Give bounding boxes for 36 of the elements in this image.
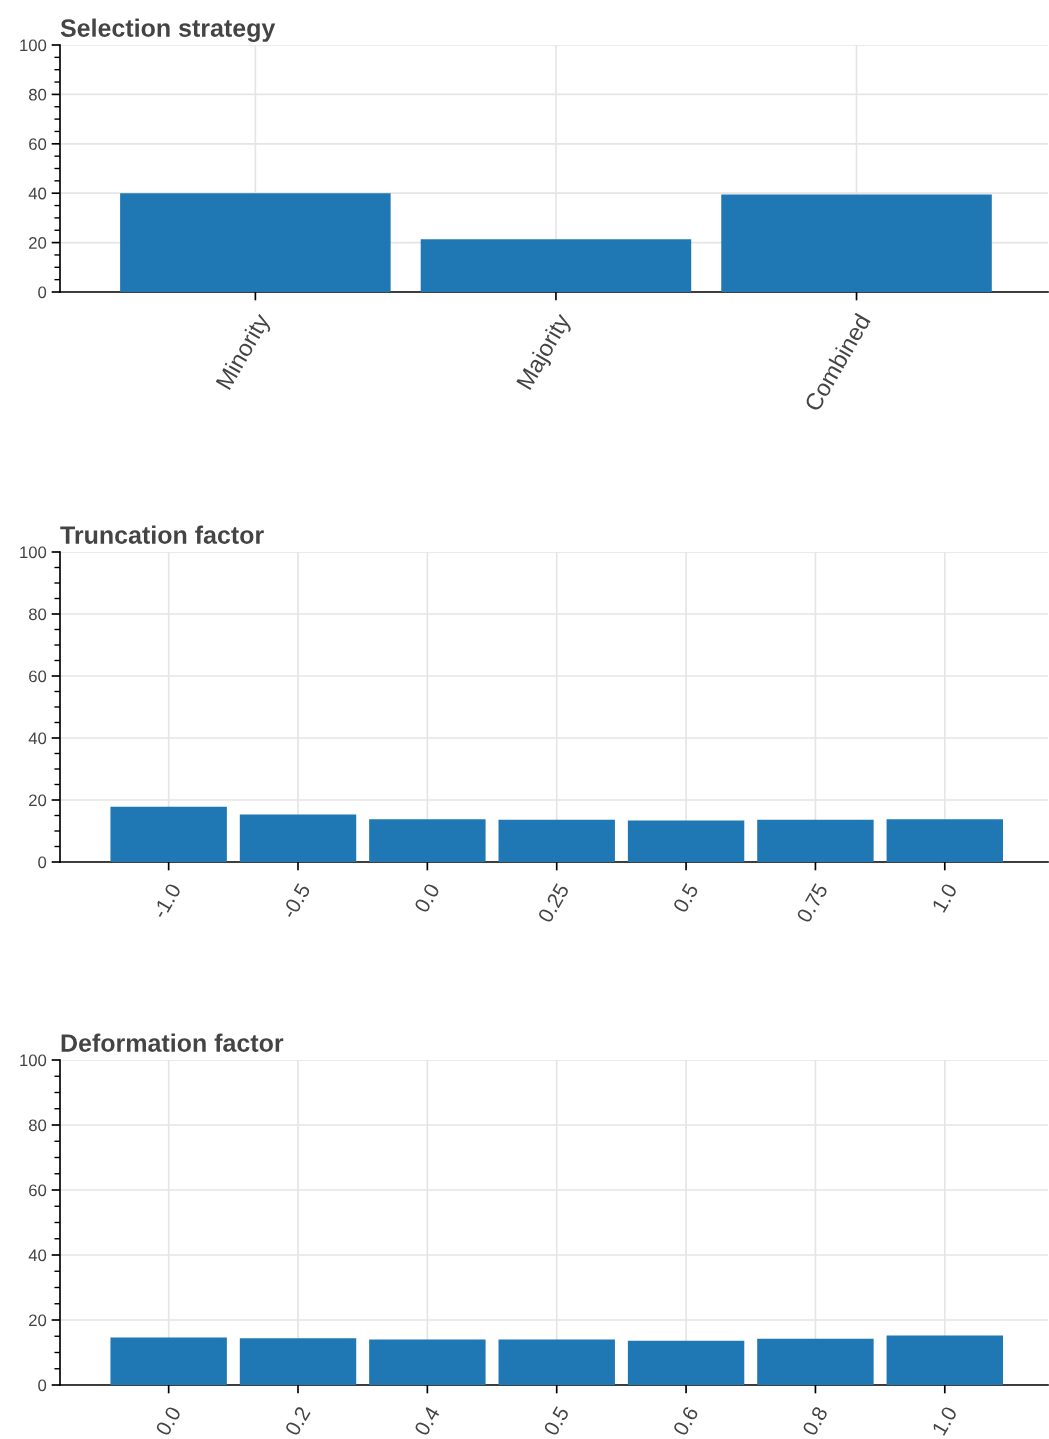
y-tick-label: 40	[28, 187, 47, 200]
x-tick-label: -0.5	[281, 882, 311, 920]
y-tick-label: 100	[20, 546, 47, 559]
y-tick-label: 0	[38, 856, 47, 869]
y-tick-label: 0	[38, 286, 47, 299]
bar	[721, 194, 992, 292]
y-tick-label: 20	[29, 237, 47, 249]
y-tick-label: 60	[29, 138, 47, 150]
bar	[420, 239, 692, 292]
x-tick-label: 1.0	[931, 1405, 958, 1436]
x-tick-label: 0.4	[413, 1405, 441, 1437]
x-tick-label: -1.0	[151, 882, 182, 920]
chart-title: Selection strategy	[60, 18, 276, 42]
y-tick-label: 40	[28, 1249, 47, 1262]
y-tick-label: 0	[38, 1379, 47, 1392]
y-tick-label: 100	[20, 1054, 47, 1067]
y-tick-label: 20	[29, 794, 47, 807]
bar	[120, 193, 391, 292]
y-tick-label: 40	[28, 732, 47, 745]
y-tick-label: 60	[29, 1184, 47, 1197]
chart-title: Deformation factor	[61, 1033, 284, 1052]
y-tick-label: 60	[29, 670, 47, 683]
y-tick-label: 80	[28, 1119, 47, 1132]
x-tick-label: 0.8	[801, 1405, 829, 1437]
x-tick-label: 0.0	[413, 882, 441, 914]
y-tick-label: 100	[20, 39, 47, 52]
y-tick-label: 20	[29, 1314, 47, 1327]
y-tick-label: 80	[28, 608, 47, 621]
x-tick-label: 0.2	[284, 1405, 311, 1437]
x-tick-label: 0.5	[543, 1405, 570, 1437]
x-tick-label: 0.6	[672, 1405, 699, 1437]
x-tick-label: 0.0	[155, 1405, 182, 1437]
y-tick-label: 80	[28, 88, 47, 101]
x-tick-label: 1.0	[931, 882, 958, 913]
chart-title: Truncation factor	[60, 525, 264, 544]
x-tick-label: 0.5	[672, 882, 699, 914]
